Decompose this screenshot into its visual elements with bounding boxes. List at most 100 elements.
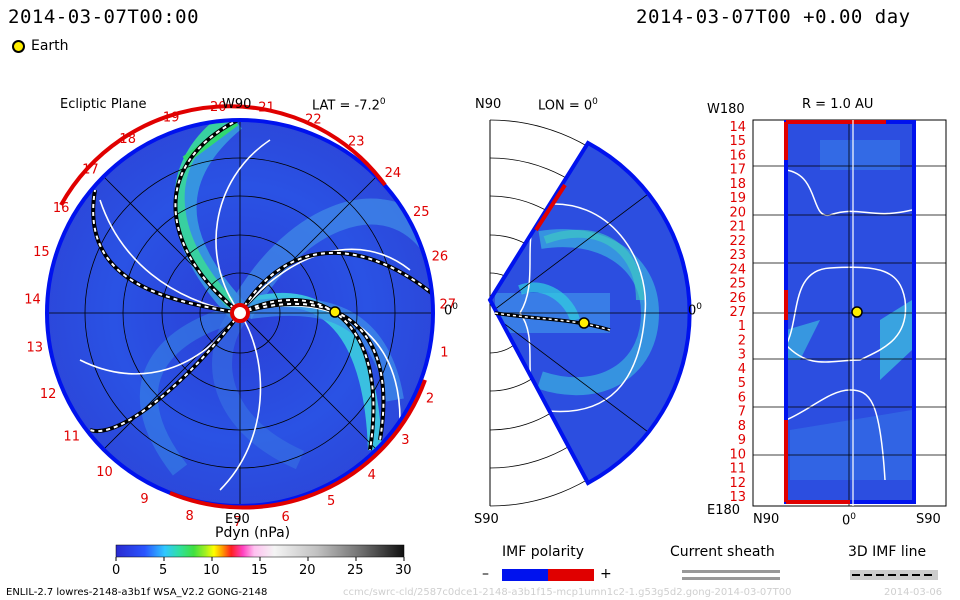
synoptic-sector-label: 2	[738, 334, 746, 349]
synoptic-sector-label: 6	[738, 390, 746, 405]
earth-marker-icon	[12, 40, 25, 53]
sector-label: 18	[119, 132, 136, 147]
sector-label: 15	[33, 245, 50, 260]
synoptic-sector-label: 10	[729, 447, 746, 462]
sector-label: 1	[440, 346, 448, 361]
ecliptic-top-label: W90	[222, 97, 252, 112]
synoptic-sector-label: 20	[729, 205, 746, 220]
colorbar-tick: 15	[251, 563, 268, 578]
sector-label: 27	[440, 297, 457, 312]
earth-meridional-icon	[578, 317, 590, 329]
ecliptic-plane-plot	[45, 104, 435, 510]
sun-icon	[230, 303, 250, 323]
sector-label: 12	[40, 387, 57, 402]
earth-synoptic-icon	[851, 306, 863, 318]
ecliptic-right-label: 00	[444, 302, 459, 319]
synoptic-sector-label: 24	[729, 262, 746, 277]
meridional-lon-label: LON = 00	[538, 97, 598, 114]
date-left: 2014-03-07T00:00	[8, 6, 200, 28]
colorbar-tick: 0	[112, 563, 121, 578]
current-sheath-symbol	[682, 570, 780, 580]
ecliptic-bottom-label: E90	[225, 512, 250, 527]
synoptic-sector-label: 14	[729, 120, 746, 135]
sector-label: 7	[233, 515, 241, 530]
synoptic-sector-label: 11	[729, 462, 746, 477]
synoptic-sector-label: 26	[729, 291, 746, 306]
sector-label: 6	[281, 510, 289, 525]
synoptic-sector-label: 21	[729, 220, 746, 235]
synoptic-sector-label: 15	[729, 134, 746, 149]
sector-label: 23	[348, 135, 365, 150]
sector-label: 25	[413, 205, 430, 220]
colorbar-tick: 25	[347, 563, 364, 578]
synoptic-sector-label: 5	[738, 376, 746, 391]
synoptic-sector-label: 12	[729, 476, 746, 491]
synoptic-x-n90: N90	[753, 512, 780, 527]
ecliptic-title: Ecliptic Plane	[60, 97, 147, 112]
date-right: 2014-03-07T00 +0.00 day	[636, 6, 911, 28]
synoptic-title: R = 1.0 AU	[802, 97, 874, 112]
earth-ecliptic-icon	[329, 306, 341, 318]
sector-label: 19	[163, 111, 180, 126]
synoptic-sector-label: 23	[729, 248, 746, 263]
synoptic-sector-label: 7	[738, 405, 746, 420]
meridional-top-label: N90	[475, 97, 502, 112]
sector-label: 9	[140, 492, 148, 507]
synoptic-sector-label: 9	[738, 433, 746, 448]
sector-labels: 20 21222324252627123456789101112131415161…	[24, 100, 456, 530]
synoptic-x-s90: S90	[916, 512, 941, 527]
imf-plus-label: +	[600, 566, 612, 582]
meridional-plane-plot	[487, 119, 692, 507]
sector-label: 11	[63, 429, 80, 444]
synoptic-sector-label: 8	[738, 419, 746, 434]
colorbar-tick: 5	[159, 563, 168, 578]
colorbar-tick: 20	[299, 563, 316, 578]
synoptic-sector-label: 18	[729, 177, 746, 192]
footer-date: 2014-03-06	[884, 587, 943, 598]
sector-label: 22	[305, 112, 322, 127]
synoptic-bottom-left: E180	[707, 503, 741, 518]
synoptic-sector-label: 4	[738, 362, 746, 377]
sector-label: 16	[53, 201, 70, 216]
sector-label: 24	[385, 166, 402, 181]
imf-3d-line-symbol	[850, 570, 938, 580]
sector-label: 20	[210, 100, 227, 115]
synoptic-sector-label: 25	[729, 277, 746, 292]
sector-label: 8	[186, 509, 194, 524]
sector-label: 21	[258, 101, 275, 116]
colorbar-tick: 10	[203, 563, 220, 578]
synoptic-sector-label: 3	[738, 348, 746, 363]
sector-label: 14	[24, 293, 41, 308]
synoptic-sector-label: 22	[729, 234, 746, 249]
sector-label: 2	[426, 392, 434, 407]
synoptic-sector-labels: 1415161718192021222324252627123456789101…	[729, 120, 746, 505]
current-sheath-title: Current sheath	[670, 544, 775, 560]
imf-polarity-title: IMF polarity	[502, 544, 585, 560]
colorbar-title: Pdyn (nPa)	[215, 525, 291, 541]
synoptic-sector-label: 13	[729, 490, 746, 505]
watermark: ccmc/swrc-cld/2587c0dce1-2148-a3b1f15-mc…	[343, 587, 792, 598]
sector-label: 10	[96, 465, 113, 480]
imf-polarity-bar	[502, 569, 594, 581]
synoptic-sector-label: 1	[738, 319, 746, 334]
sector-label: 13	[27, 341, 44, 356]
meridional-right-label: 00	[688, 302, 703, 319]
synoptic-sector-label: 17	[729, 163, 746, 178]
synoptic-top-left: W180	[707, 102, 745, 117]
colorbar-tick: 30	[395, 563, 412, 578]
sector-label: 4	[368, 468, 376, 483]
model-info: ENLIL-2.7 lowres-2148-a3b1f WSA_V2.2 GON…	[6, 587, 268, 598]
earth-legend-label: Earth	[31, 38, 69, 54]
ecliptic-lat-label: LAT = -7.20	[312, 97, 386, 114]
sector-label: 26	[432, 250, 449, 265]
meridional-bottom-label: S90	[474, 512, 499, 527]
imf-3d-line-title: 3D IMF line	[848, 544, 927, 560]
sector-label: 3	[401, 433, 409, 448]
synoptic-sector-label: 16	[729, 149, 746, 164]
synoptic-x-zero: 00	[842, 512, 857, 529]
synoptic-map-plot	[752, 119, 947, 507]
sector-label: 17	[82, 163, 99, 178]
colorbar	[115, 544, 405, 561]
imf-minus-label: –	[482, 566, 489, 582]
